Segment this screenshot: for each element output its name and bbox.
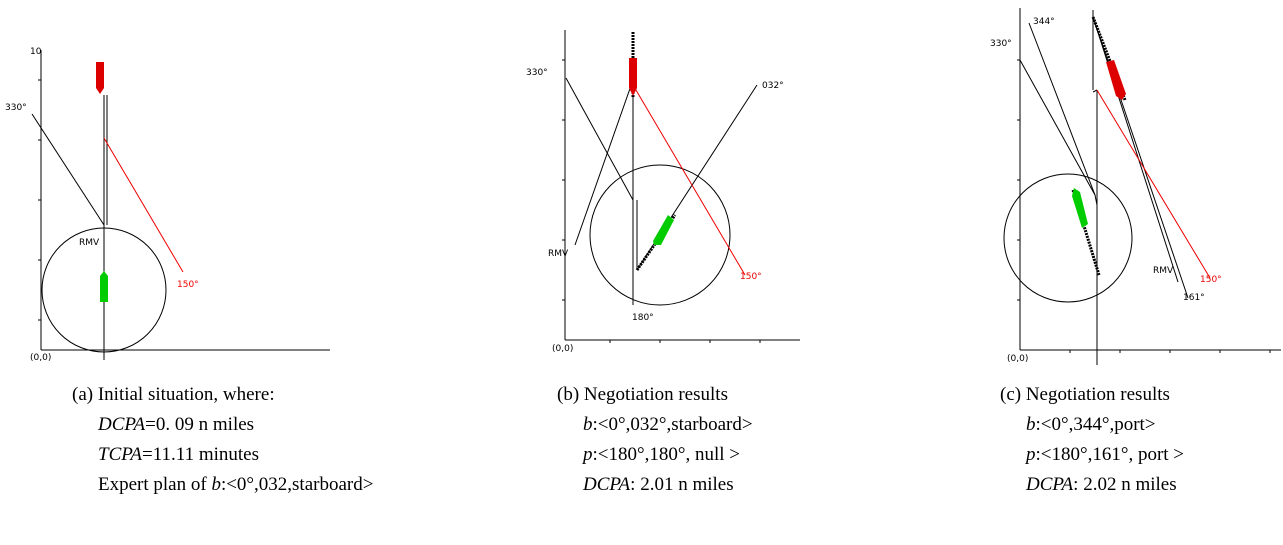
panel-c-161-label: 161° xyxy=(1183,293,1205,303)
panel-a-target-ship xyxy=(100,271,108,302)
panel-b-caption-dcpa: DCPA: 2.01 n miles xyxy=(557,470,753,500)
panel-a-origin-label: (0,0) xyxy=(30,353,51,363)
dcpa-label: DCPA xyxy=(1026,474,1074,495)
dcpa-value: =0. 09 n miles xyxy=(145,414,255,435)
panel-b-330-label: 330° xyxy=(526,68,548,78)
p-var: p xyxy=(1026,444,1036,465)
panel-a-caption-tcpa: TCPA=11.11 minutes xyxy=(72,440,373,470)
panel-a-caption: (a) Initial situation, where: DCPA=0. 09… xyxy=(72,380,373,500)
panel-b-own-ship xyxy=(629,58,637,96)
panel-b-caption-p: p:<180°,180°, null > xyxy=(557,440,753,470)
dcpa-value: : 2.01 n miles xyxy=(630,474,734,495)
plan-prefix: Expert plan of xyxy=(98,474,212,495)
dcpa-label: DCPA xyxy=(583,474,631,495)
panel-b-150-line xyxy=(632,84,746,276)
panel-c-rmv-label: RMV xyxy=(1153,266,1174,276)
tcpa-value: =11.11 minutes xyxy=(142,444,259,465)
panel-a-diagram: 10 (0,0) 330° 150° RMV xyxy=(5,47,330,363)
panel-b-axes xyxy=(562,30,800,343)
panel-c-target-ship xyxy=(1072,188,1088,228)
panel-c-344-line xyxy=(1028,22,1096,196)
panel-c-origin-label: (0,0) xyxy=(1007,354,1028,364)
panel-c-caption-dcpa: DCPA: 2.02 n miles xyxy=(1000,470,1184,500)
panel-b-rmv-line xyxy=(574,79,634,246)
panel-c-344-line-join xyxy=(1094,194,1098,206)
panel-c-330-line xyxy=(1019,59,1096,196)
panel-b-diagram: (0,0) 330° 032° 150° 180° RMV xyxy=(526,30,800,354)
panel-b-safety-circle xyxy=(589,164,731,306)
panel-c-axes xyxy=(1017,8,1281,353)
plan-value: :<0°,032,starboard> xyxy=(220,474,374,495)
dcpa-label: DCPA xyxy=(98,414,146,435)
b-var: b xyxy=(1026,414,1036,435)
panel-a-caption-dcpa: DCPA=0. 09 n miles xyxy=(72,410,373,440)
panel-c-caption-p: p:<180°,161°, port > xyxy=(1000,440,1184,470)
panel-c-344-label: 344° xyxy=(1033,17,1055,27)
panel-a-top-tick-label: 10 xyxy=(30,47,42,57)
panel-b-150-label: 150° xyxy=(740,272,762,282)
panel-c-own-course-join xyxy=(1092,89,1098,93)
panel-c-caption-b: b:<0°,344°,port> xyxy=(1000,410,1184,440)
panel-b-180-label: 180° xyxy=(632,313,654,323)
panel-a-axes xyxy=(38,50,330,351)
panel-c-rmv-line xyxy=(1092,16,1179,283)
p-value: :<180°,180°, null > xyxy=(592,444,740,465)
p-var: p xyxy=(583,444,593,465)
panel-b-caption: (b) Negotiation results b:<0°,032°,starb… xyxy=(557,380,753,500)
panel-c-caption: (c) Negotiation results b:<0°,344°,port>… xyxy=(1000,380,1184,500)
p-value: :<180°,161°, port > xyxy=(1035,444,1185,465)
panel-c-150-line xyxy=(1096,89,1211,279)
panel-b-target-ship xyxy=(653,215,674,245)
panel-c-caption-title: (c) Negotiation results xyxy=(1000,384,1170,405)
dcpa-value: : 2.02 n miles xyxy=(1073,474,1177,495)
b-value: :<0°,344°,port> xyxy=(1035,414,1156,435)
panel-b-origin-label: (0,0) xyxy=(552,344,573,354)
panel-c-safety-circle xyxy=(1003,173,1133,303)
tcpa-label: TCPA xyxy=(98,444,143,465)
b-var: b xyxy=(583,414,593,435)
panel-b-caption-b: b:<0°,032°,starboard> xyxy=(557,410,753,440)
panel-b-rmv-label: RMV xyxy=(548,249,569,259)
panel-a-own-ship xyxy=(96,62,104,94)
panel-a-330-label: 330° xyxy=(5,103,27,113)
panel-b-330-line xyxy=(565,77,634,201)
panel-a-150-line xyxy=(103,137,184,273)
panel-c-161-line xyxy=(1092,16,1189,299)
b-value: :<0°,032°,starboard> xyxy=(592,414,753,435)
panel-c-diagram: (0,0) 344° 330° 150° 161° RMV xyxy=(990,8,1281,365)
panel-b-caption-title: (b) Negotiation results xyxy=(557,384,728,405)
panel-a-caption-title: (a) Initial situation, where: xyxy=(72,384,275,405)
panel-b-032-label: 032° xyxy=(762,81,784,91)
panel-c-own-ship xyxy=(1106,60,1126,100)
panel-a-rmv-label: RMV xyxy=(79,238,100,248)
panel-a-150-label: 150° xyxy=(177,280,199,290)
panel-a-330-line xyxy=(31,113,105,226)
panel-c-150-label: 150° xyxy=(1200,275,1222,285)
plan-var: b xyxy=(211,474,221,495)
panel-a-caption-plan: Expert plan of b:<0°,032,starboard> xyxy=(72,470,373,500)
panel-c-330-label: 330° xyxy=(990,39,1012,49)
